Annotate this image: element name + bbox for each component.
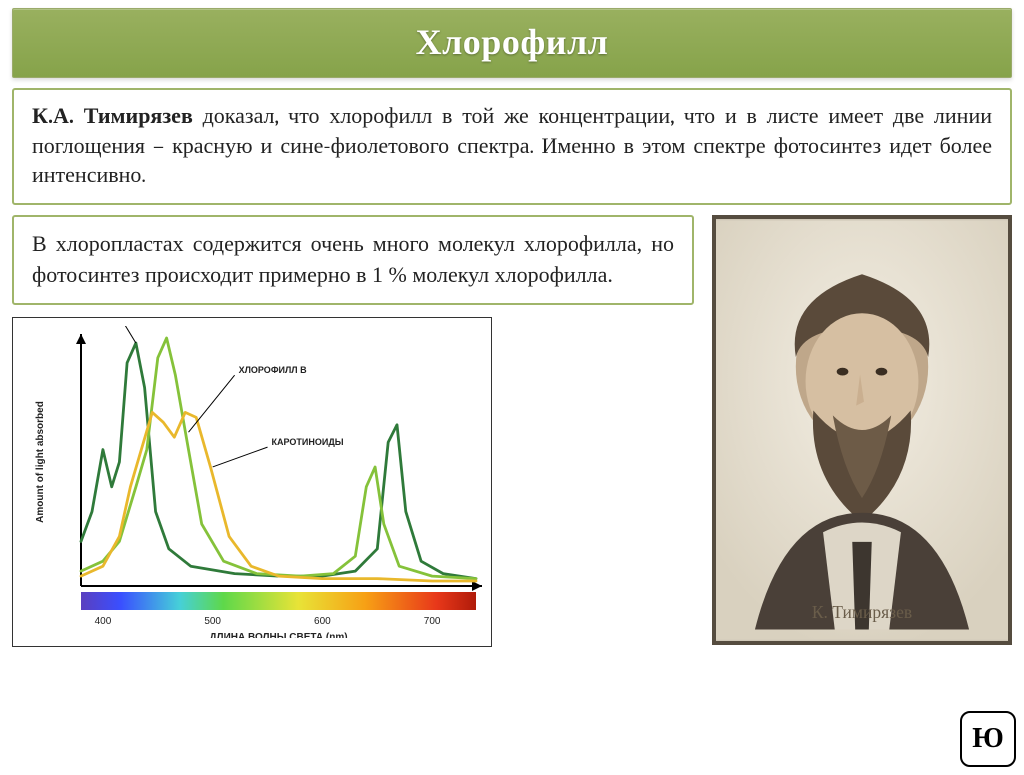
- title-bar: Хлорофилл: [12, 8, 1012, 78]
- publisher-emblem-icon: Ю: [960, 711, 1016, 767]
- scientist-name: К.А. Тимирязев: [32, 103, 193, 129]
- portrait-timiryazev: К. Тимирязев: [712, 215, 1012, 645]
- svg-text:Amount of light absorbed: Amount of light absorbed: [35, 401, 46, 523]
- svg-text:400: 400: [95, 616, 112, 627]
- absorption-chart: 400 500 600 700 ДЛИНА ВОЛНЫ СВЕТА (nm) Amount…: [12, 317, 492, 647]
- page-title: Хлорофилл: [13, 21, 1011, 63]
- emblem-glyph: Ю: [972, 723, 1004, 755]
- svg-text:КАРОТИНОИДЫ: КАРОТИНОИДЫ: [272, 437, 344, 447]
- svg-text:ХЛОРОФИЛЛ B: ХЛОРОФИЛЛ B: [239, 365, 307, 375]
- svg-text:500: 500: [204, 616, 221, 627]
- svg-text:600: 600: [314, 616, 331, 627]
- svg-text:700: 700: [424, 616, 441, 627]
- intro-box: К.А. Тимирязев доказал, что хлорофилл в …: [12, 88, 1012, 205]
- fact-text: В хлоропластах содержится очень много мо…: [32, 231, 674, 287]
- svg-text:ДЛИНА ВОЛНЫ СВЕТА (nm): ДЛИНА ВОЛНЫ СВЕТА (nm): [209, 632, 347, 638]
- svg-text:К. Тимирязев: К. Тимирязев: [812, 602, 912, 622]
- fact-box: В хлоропластах содержится очень много мо…: [12, 215, 694, 305]
